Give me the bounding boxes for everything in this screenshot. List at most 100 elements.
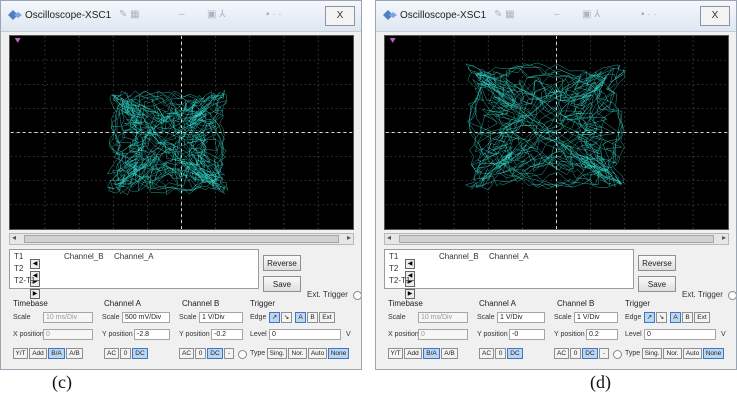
type-none-button[interactable]: None: [328, 348, 349, 359]
arrow-right-icon[interactable]: ▶: [30, 289, 40, 299]
timebase-scale-field[interactable]: 10 ms/Div: [418, 312, 468, 323]
arrow-left-icon[interactable]: ◀: [405, 259, 415, 269]
channel-b-dc-button[interactable]: DC: [582, 348, 598, 359]
edge-falling-button[interactable]: ↘: [656, 312, 667, 323]
channel-b-radio[interactable]: [238, 350, 247, 359]
type-auto-button[interactable]: Auto: [308, 348, 327, 359]
window-title: Oscilloscope-XSC1: [400, 10, 487, 21]
channel-a-ypos-field[interactable]: -0: [509, 329, 545, 340]
type-none-button[interactable]: None: [703, 348, 724, 359]
scrollbar-thumb[interactable]: [24, 235, 339, 243]
save-button[interactable]: Save: [638, 276, 676, 292]
mode-ab-button[interactable]: A/B: [66, 348, 83, 359]
ext-trigger-radio[interactable]: [353, 291, 361, 300]
arrow-left-icon[interactable]: ◀: [30, 271, 40, 281]
toolbar-pin-icon: ✎ ▦: [119, 9, 140, 20]
channel-a-scale-field[interactable]: 1 V/Div: [497, 312, 545, 323]
scrollbar-thumb[interactable]: [399, 235, 714, 243]
x-position-field[interactable]: 0: [418, 329, 468, 340]
close-button[interactable]: X: [325, 6, 355, 26]
level-unit: V: [346, 331, 351, 338]
title-bar[interactable]: Oscilloscope-XSC1 ✎ ▦ – ▣ ⅄ ▪ · · X: [376, 1, 736, 32]
type-auto-button[interactable]: Auto: [683, 348, 702, 359]
mode-add-button[interactable]: Add: [29, 348, 47, 359]
title-bar[interactable]: Oscilloscope-XSC1 ✎ ▦ – ▣ ⅄ ▪ · · X: [1, 1, 361, 32]
t2-cursor-arrows[interactable]: ◀▶: [30, 264, 50, 299]
arrow-left-icon[interactable]: ◀: [30, 259, 40, 269]
scroll-right-icon[interactable]: ▸: [346, 233, 351, 242]
channel-b-ypos-field[interactable]: 0.2: [586, 329, 618, 340]
mode-ab-button[interactable]: A/B: [441, 348, 458, 359]
horizontal-scrollbar[interactable]: ◂ ▸: [384, 233, 729, 245]
channel-a-ypos-field[interactable]: -2.8: [134, 329, 170, 340]
channel-b-scale-field[interactable]: 1 V/Div: [574, 312, 618, 323]
channel-a-ac-button[interactable]: AC: [104, 348, 119, 359]
trigger-title: Trigger: [250, 299, 276, 308]
channel-b-scale-field[interactable]: 1 V/Div: [199, 312, 243, 323]
toolbar-minimize-icon: –: [554, 9, 560, 20]
mode-ba-button[interactable]: B/A: [48, 348, 65, 359]
xy-trace: [465, 62, 626, 191]
type-single-button[interactable]: Sing.: [642, 348, 662, 359]
horizontal-scrollbar[interactable]: ◂ ▸: [9, 233, 354, 245]
close-button[interactable]: X: [700, 6, 730, 26]
toolbar-extra-icon: ▪ · ·: [266, 9, 282, 20]
channel-b-ac-button[interactable]: AC: [179, 348, 194, 359]
edge-label: Edge: [625, 314, 642, 321]
trigger-b-button[interactable]: B: [307, 312, 318, 323]
channel-b-minus-button[interactable]: -: [224, 348, 234, 359]
type-normal-button[interactable]: Nor.: [288, 348, 307, 359]
channel-a-scale-field[interactable]: 500 mV/Div: [122, 312, 170, 323]
channel-b-zero-button[interactable]: 0: [570, 348, 581, 359]
level-field[interactable]: 0: [644, 329, 716, 340]
type-normal-button[interactable]: Nor.: [663, 348, 682, 359]
arrow-left-icon[interactable]: ◀: [405, 271, 415, 281]
t1-cursor-arrows[interactable]: ◀▶: [30, 252, 50, 287]
channel-b-dc-button[interactable]: DC: [207, 348, 223, 359]
trigger-a-button[interactable]: A: [670, 312, 681, 323]
channel-b-ypos-field[interactable]: -0.2: [211, 329, 243, 340]
scroll-right-icon[interactable]: ▸: [721, 233, 726, 242]
channel-a-zero-button[interactable]: 0: [120, 348, 131, 359]
channel-b-minus-button[interactable]: -: [599, 348, 609, 359]
arrow-right-icon[interactable]: ▶: [405, 289, 415, 299]
channel-a-dc-button[interactable]: DC: [507, 348, 523, 359]
ext-trigger-label: Ext. Trigger: [307, 290, 348, 299]
trigger-ext-button[interactable]: Ext: [319, 312, 335, 323]
save-button[interactable]: Save: [263, 276, 301, 292]
oscilloscope-display: [10, 36, 353, 229]
level-label: Level: [250, 331, 267, 338]
reverse-button[interactable]: Reverse: [638, 255, 676, 271]
trigger-ext-button[interactable]: Ext: [694, 312, 710, 323]
mode-yt-button[interactable]: Y/T: [13, 348, 28, 359]
x-position-field[interactable]: 0: [43, 329, 93, 340]
mode-yt-button[interactable]: Y/T: [388, 348, 403, 359]
level-field[interactable]: 0: [269, 329, 341, 340]
edge-falling-button[interactable]: ↘: [281, 312, 292, 323]
channel-b-radio[interactable]: [613, 350, 622, 359]
trigger-a-button[interactable]: A: [295, 312, 306, 323]
mode-ba-button[interactable]: B/A: [423, 348, 440, 359]
timebase-scale-field[interactable]: 10 ms/Div: [43, 312, 93, 323]
channel-a-ac-button[interactable]: AC: [479, 348, 494, 359]
channel-b-ac-button[interactable]: AC: [554, 348, 569, 359]
trigger-b-button[interactable]: B: [682, 312, 693, 323]
t1-cursor-arrows[interactable]: ◀▶: [405, 252, 425, 287]
edge-rising-button[interactable]: ↗: [269, 312, 280, 323]
type-single-button[interactable]: Sing.: [267, 348, 287, 359]
scroll-left-icon[interactable]: ◂: [12, 233, 17, 242]
channel-a-zero-button[interactable]: 0: [495, 348, 506, 359]
type-label: Type: [625, 350, 641, 357]
scroll-left-icon[interactable]: ◂: [387, 233, 392, 242]
reverse-button[interactable]: Reverse: [263, 255, 301, 271]
ext-trigger-radio[interactable]: [728, 291, 736, 300]
channel-b-column: Channel_B: [439, 252, 479, 261]
mode-add-button[interactable]: Add: [404, 348, 422, 359]
channel-b-zero-button[interactable]: 0: [195, 348, 206, 359]
toolbar-restore-icon: ▣ ⅄: [582, 9, 601, 20]
measurement-readout: T1 ◀▶ T2 ◀▶ T2-T1 Channel_B Channel_A: [384, 249, 634, 299]
edge-rising-button[interactable]: ↗: [644, 312, 655, 323]
channel-a-dc-button[interactable]: DC: [132, 348, 148, 359]
t2-cursor-arrows[interactable]: ◀▶: [405, 264, 425, 299]
timebase-title: Timebase: [13, 299, 48, 308]
